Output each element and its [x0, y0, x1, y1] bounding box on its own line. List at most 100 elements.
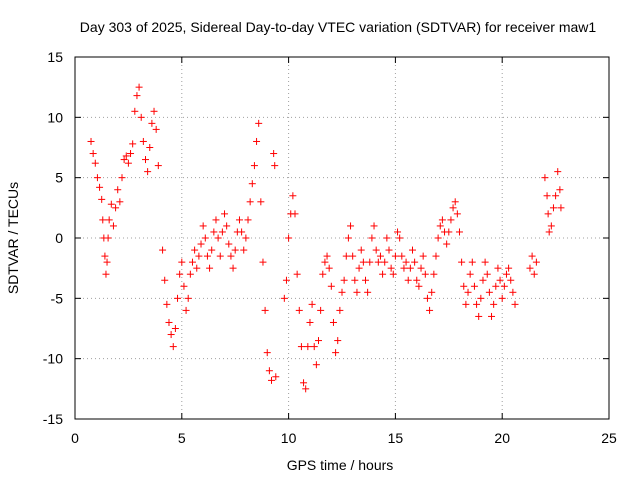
data-point — [443, 240, 451, 248]
data-point — [394, 228, 402, 236]
axis-ticks — [74, 56, 610, 420]
y-axis-label: SDTVAR / TECUs — [5, 182, 21, 294]
data-point — [99, 216, 107, 224]
data-point — [163, 300, 171, 308]
data-point — [451, 198, 459, 206]
x-tick-label: 10 — [281, 430, 297, 446]
x-tick-label: 20 — [494, 430, 510, 446]
y-tick-label: 10 — [47, 109, 63, 125]
data-point — [509, 288, 517, 296]
data-point — [216, 252, 224, 260]
data-point — [475, 312, 483, 320]
data-point — [193, 264, 201, 272]
data-point — [221, 210, 229, 218]
data-point — [91, 159, 99, 167]
data-point — [391, 252, 399, 260]
data-point — [511, 300, 519, 308]
data-point — [340, 276, 348, 284]
data-point — [186, 270, 194, 278]
data-point — [144, 168, 152, 176]
data-point — [359, 258, 367, 266]
data-point — [238, 228, 246, 236]
data-point — [549, 204, 557, 212]
y-tick-label: -15 — [43, 411, 63, 427]
data-point — [272, 373, 280, 381]
data-point — [255, 119, 263, 127]
data-point — [406, 264, 414, 272]
data-point — [438, 216, 446, 224]
data-point — [507, 276, 515, 284]
data-point — [197, 240, 205, 248]
data-point — [502, 270, 510, 278]
data-point — [282, 276, 290, 284]
data-point — [159, 246, 167, 254]
data-point — [87, 137, 95, 145]
data-point — [104, 234, 112, 242]
data-point — [368, 234, 376, 242]
data-point — [498, 294, 506, 302]
data-point — [101, 252, 109, 260]
data-point — [381, 258, 389, 266]
data-point — [242, 234, 250, 242]
data-point — [103, 258, 111, 266]
data-point — [312, 361, 320, 369]
data-point — [526, 264, 534, 272]
data-point — [114, 186, 122, 194]
data-point — [203, 252, 211, 260]
data-point — [250, 162, 258, 170]
data-point — [421, 270, 429, 278]
data-point — [248, 180, 256, 188]
data-point — [229, 264, 237, 272]
data-point — [481, 258, 489, 266]
data-point — [389, 270, 397, 278]
data-point — [169, 343, 177, 351]
data-point — [201, 234, 209, 242]
x-tick-label: 0 — [71, 430, 79, 446]
data-point — [93, 174, 101, 182]
data-point — [552, 192, 560, 200]
data-point — [547, 222, 555, 230]
data-point — [150, 107, 158, 115]
data-point — [240, 246, 248, 254]
data-point — [131, 107, 139, 115]
x-axis-label: GPS time / hours — [287, 457, 394, 473]
data-point — [449, 204, 457, 212]
data-point — [370, 222, 378, 230]
data-point — [297, 343, 305, 351]
data-point — [473, 300, 481, 308]
data-point — [496, 276, 504, 284]
data-point — [485, 288, 493, 296]
y-tick-label: 5 — [55, 170, 63, 186]
data-point — [466, 270, 474, 278]
data-point — [195, 252, 203, 260]
data-point — [174, 294, 182, 302]
data-point — [408, 246, 416, 254]
data-point — [415, 282, 423, 290]
data-point — [477, 294, 485, 302]
data-point — [400, 264, 408, 272]
data-point — [494, 264, 502, 272]
data-point — [426, 306, 434, 314]
data-point — [430, 270, 438, 278]
data-point — [304, 343, 312, 351]
data-point — [280, 294, 288, 302]
data-point — [107, 200, 115, 208]
data-point — [321, 258, 329, 266]
data-point — [152, 125, 160, 133]
data-point — [323, 252, 331, 260]
data-point — [253, 137, 261, 145]
data-point — [366, 258, 374, 266]
data-point — [372, 246, 380, 254]
data-point — [411, 258, 419, 266]
data-point — [112, 204, 120, 212]
data-point — [325, 264, 333, 272]
data-point — [171, 325, 179, 332]
data-point — [357, 246, 365, 254]
data-point — [199, 222, 207, 230]
data-point — [124, 159, 132, 167]
data-point — [291, 210, 299, 218]
data-point — [206, 264, 214, 272]
data-point — [376, 252, 384, 260]
y-tick-label: 15 — [47, 49, 63, 65]
